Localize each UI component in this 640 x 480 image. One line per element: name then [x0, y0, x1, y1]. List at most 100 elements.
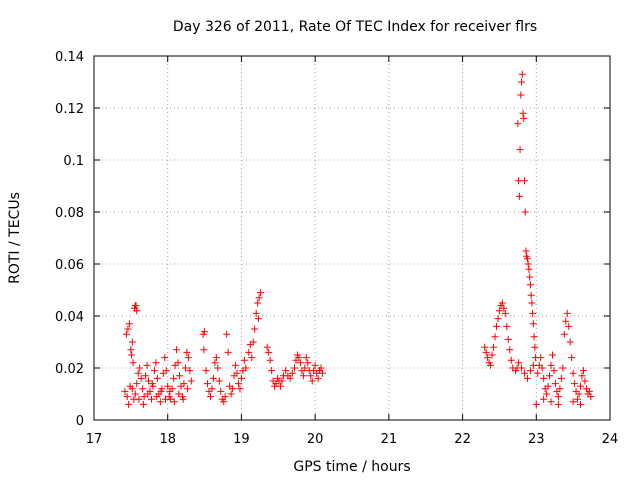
data-point: [214, 364, 222, 372]
grid-lines: [94, 56, 610, 420]
data-point: [245, 348, 253, 356]
data-point: [520, 177, 528, 185]
data-point: [481, 343, 489, 351]
data-point: [556, 385, 564, 393]
data-point: [234, 380, 242, 388]
data-point: [482, 348, 490, 356]
data-point: [125, 400, 133, 408]
data-point: [135, 395, 143, 403]
data-point: [507, 356, 515, 364]
data-point: [286, 374, 294, 382]
data-point: [523, 374, 531, 382]
data-point: [307, 372, 315, 380]
x-tick-labels: 17 18 19 20 21 22 23 24: [86, 432, 619, 447]
y-tick-labels: 0 0.02 0.04 0.06 0.08 0.1 0.12 0.14: [55, 50, 84, 429]
data-point: [562, 317, 570, 325]
data-point: [153, 374, 161, 382]
data-point: [164, 382, 172, 390]
data-point: [520, 369, 528, 377]
y-tick-label: 0: [76, 414, 84, 429]
data-point: [560, 330, 568, 338]
data-point: [202, 367, 210, 375]
data-point: [484, 354, 492, 362]
data-point: [304, 359, 312, 367]
y-tick-label: 0.12: [55, 102, 84, 117]
data-point: [544, 382, 552, 390]
data-point: [152, 359, 160, 367]
data-point: [170, 374, 178, 382]
data-point: [131, 390, 139, 398]
chart-title: Day 326 of 2011, Rate Of TEC Index for r…: [173, 19, 537, 35]
data-point: [170, 398, 178, 406]
data-point: [233, 369, 241, 377]
data-point: [577, 400, 585, 408]
data-point: [311, 361, 319, 369]
data-point: [549, 351, 557, 359]
data-point: [526, 281, 534, 289]
data-point: [254, 299, 262, 307]
data-point: [232, 361, 240, 369]
data-point: [569, 398, 577, 406]
data-point: [128, 351, 136, 359]
data-point: [282, 367, 290, 375]
data-point: [184, 354, 192, 362]
data-point: [162, 367, 170, 375]
data-point: [503, 322, 511, 330]
data-point: [515, 359, 523, 367]
data-point: [208, 385, 216, 393]
data-point: [212, 354, 220, 362]
data-point: [220, 398, 228, 406]
data-point: [518, 70, 526, 78]
data-point: [217, 387, 225, 395]
data-point: [554, 400, 562, 408]
data-point: [122, 330, 130, 338]
data-point: [175, 390, 183, 398]
data-point: [215, 377, 223, 385]
data-point: [518, 78, 526, 86]
data-point: [128, 338, 136, 346]
data-point: [495, 307, 503, 315]
data-point: [157, 387, 165, 395]
data-point: [266, 356, 274, 364]
data-point: [148, 380, 156, 388]
data-point: [174, 359, 182, 367]
data-point: [579, 367, 587, 375]
data-point: [156, 398, 164, 406]
data-point: [518, 364, 526, 372]
data-point: [487, 361, 495, 369]
data-point: [139, 400, 147, 408]
data-point: [136, 364, 144, 372]
data-point: [319, 369, 327, 377]
data-point: [526, 273, 534, 281]
data-point: [514, 120, 522, 128]
data-point: [563, 309, 571, 317]
data-point: [144, 390, 152, 398]
data-point: [534, 369, 542, 377]
data-point: [565, 322, 573, 330]
data-point: [488, 351, 496, 359]
data-point: [223, 330, 231, 338]
data-point: [557, 374, 565, 382]
data-point: [133, 307, 141, 315]
data-point: [162, 395, 170, 403]
data-point: [585, 387, 593, 395]
data-point: [295, 354, 303, 362]
data-point: [224, 348, 232, 356]
data-point: [209, 374, 217, 382]
data-point: [257, 289, 265, 297]
data-point: [538, 364, 546, 372]
data-point: [173, 346, 181, 354]
data-point: [265, 348, 273, 356]
data-point: [166, 387, 174, 395]
data-point: [578, 372, 586, 380]
data-point: [143, 361, 151, 369]
data-point: [531, 343, 539, 351]
data-point: [302, 354, 310, 362]
data-point: [529, 361, 537, 369]
data-point: [255, 294, 263, 302]
data-point: [211, 359, 219, 367]
data-point: [229, 385, 237, 393]
data-point: [252, 309, 260, 317]
data-point: [134, 369, 142, 377]
